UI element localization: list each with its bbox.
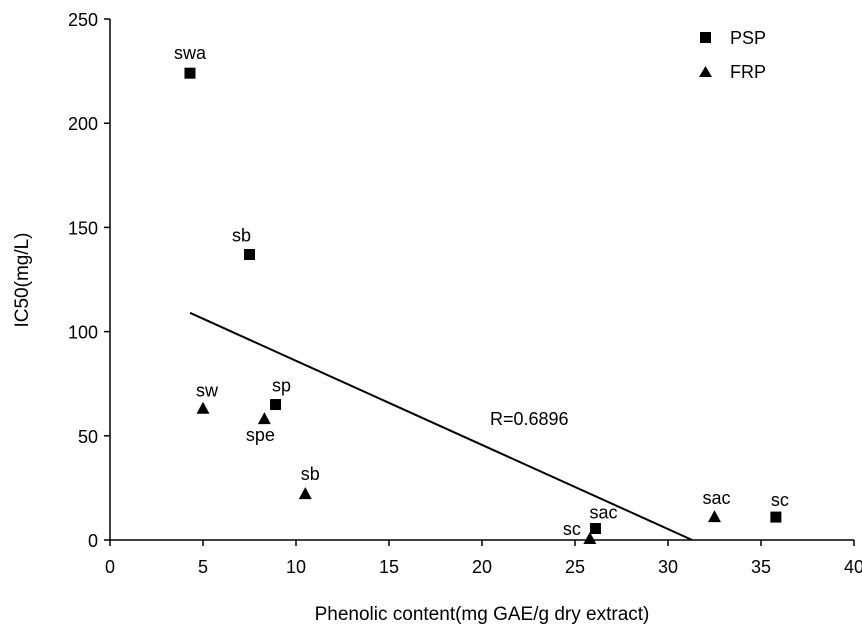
x-tick-label: 25 — [565, 557, 585, 577]
point-label: sp — [272, 376, 291, 396]
frp-point — [298, 487, 312, 500]
point-label: swa — [174, 43, 207, 63]
point-label: sc — [563, 519, 581, 539]
y-tick-label: 50 — [78, 427, 98, 447]
trendline — [189, 311, 693, 541]
x-tick-label: 15 — [379, 557, 399, 577]
frp-point — [196, 401, 210, 414]
point-label: spe — [246, 425, 275, 445]
y-tick-label: 250 — [68, 10, 98, 30]
y-ticks: 0 50 100 150 200 250 — [68, 10, 110, 551]
x-tick-label: 40 — [844, 557, 862, 577]
legend-triangle-icon — [699, 66, 712, 77]
legend-label-frp: FRP — [730, 62, 766, 82]
y-axis-title: IC50(mg/L) — [12, 232, 33, 327]
psp-point — [270, 399, 282, 411]
point-label: sc — [771, 490, 789, 510]
x-tick-label: 5 — [198, 557, 208, 577]
point-label: sac — [589, 503, 617, 523]
x-axis-title: Phenolic content(mg GAE/g dry extract) — [315, 604, 650, 625]
y-tick-label: 200 — [68, 114, 98, 134]
y-tick-label: 0 — [88, 531, 98, 551]
y-axis: 0 50 100 150 200 250 IC50(mg/L) — [12, 10, 111, 551]
x-tick-label: 20 — [472, 557, 492, 577]
psp-point — [244, 248, 255, 260]
legend-label-psp: PSP — [730, 28, 766, 48]
psp-point — [184, 67, 196, 79]
point-label: sb — [301, 464, 320, 484]
r-annotation: R=0.6896 — [490, 409, 569, 429]
x-tick-label: 35 — [751, 557, 771, 577]
frp-point — [583, 531, 597, 544]
frp-point — [708, 510, 721, 523]
x-tick-label: 10 — [286, 557, 306, 577]
x-ticks: 0 5 10 15 20 25 30 35 40 — [105, 540, 862, 577]
x-axis: 0 5 10 15 20 25 30 35 40 Phenolic content(mg GAE… — [105, 539, 862, 625]
frp-point — [257, 412, 271, 425]
legend-square-icon — [700, 32, 711, 43]
y-tick-label: 150 — [68, 218, 98, 238]
point-label: sb — [232, 225, 251, 245]
point-label: sw — [196, 381, 219, 401]
point-label: sac — [702, 488, 730, 508]
x-tick-label: 0 — [105, 557, 115, 577]
legend: PSP FRP — [699, 28, 766, 82]
x-tick-label: 30 — [658, 557, 678, 577]
y-tick-label: 100 — [68, 323, 98, 343]
psp-point — [770, 511, 782, 523]
psp-point — [589, 523, 601, 535]
